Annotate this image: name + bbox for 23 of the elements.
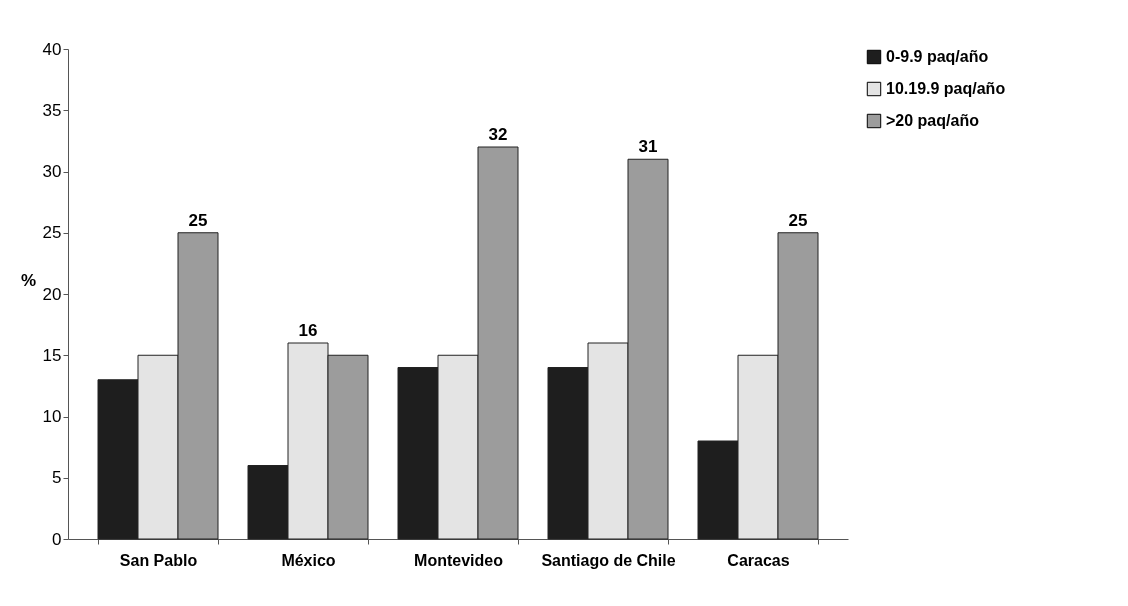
- y-tick-label: 40: [42, 39, 62, 59]
- y-tick-label: 10: [42, 407, 62, 426]
- y-tick-label: 30: [42, 162, 62, 181]
- legend-label: 10.19.9 paq/año: [886, 80, 1006, 97]
- y-tick-label: 20: [42, 284, 62, 304]
- data-label: 31: [638, 137, 658, 157]
- legend-label: >20 paq/año: [886, 112, 980, 129]
- x-tick-label: Montevideo: [414, 551, 504, 569]
- x-tick-label: San Pablo: [119, 551, 198, 569]
- data-label: 16: [298, 321, 318, 340]
- data-label: 32: [488, 125, 508, 144]
- y-tick-label: 25: [42, 223, 62, 243]
- data-label: 25: [788, 210, 808, 230]
- y-tick-label: 15: [42, 345, 62, 365]
- y-tick-label: 35: [42, 100, 62, 120]
- data-label: 25: [188, 210, 208, 230]
- x-tick-label: México: [281, 551, 336, 569]
- y-axis-title: %: [20, 270, 37, 290]
- x-tick-label: Caracas: [727, 551, 790, 569]
- y-tick-label: 0: [52, 529, 62, 549]
- y-tick-label: 5: [52, 468, 62, 488]
- legend-label: 0-9.9 paq/año: [886, 48, 989, 65]
- x-tick-label: Santiago de Chile: [541, 551, 676, 569]
